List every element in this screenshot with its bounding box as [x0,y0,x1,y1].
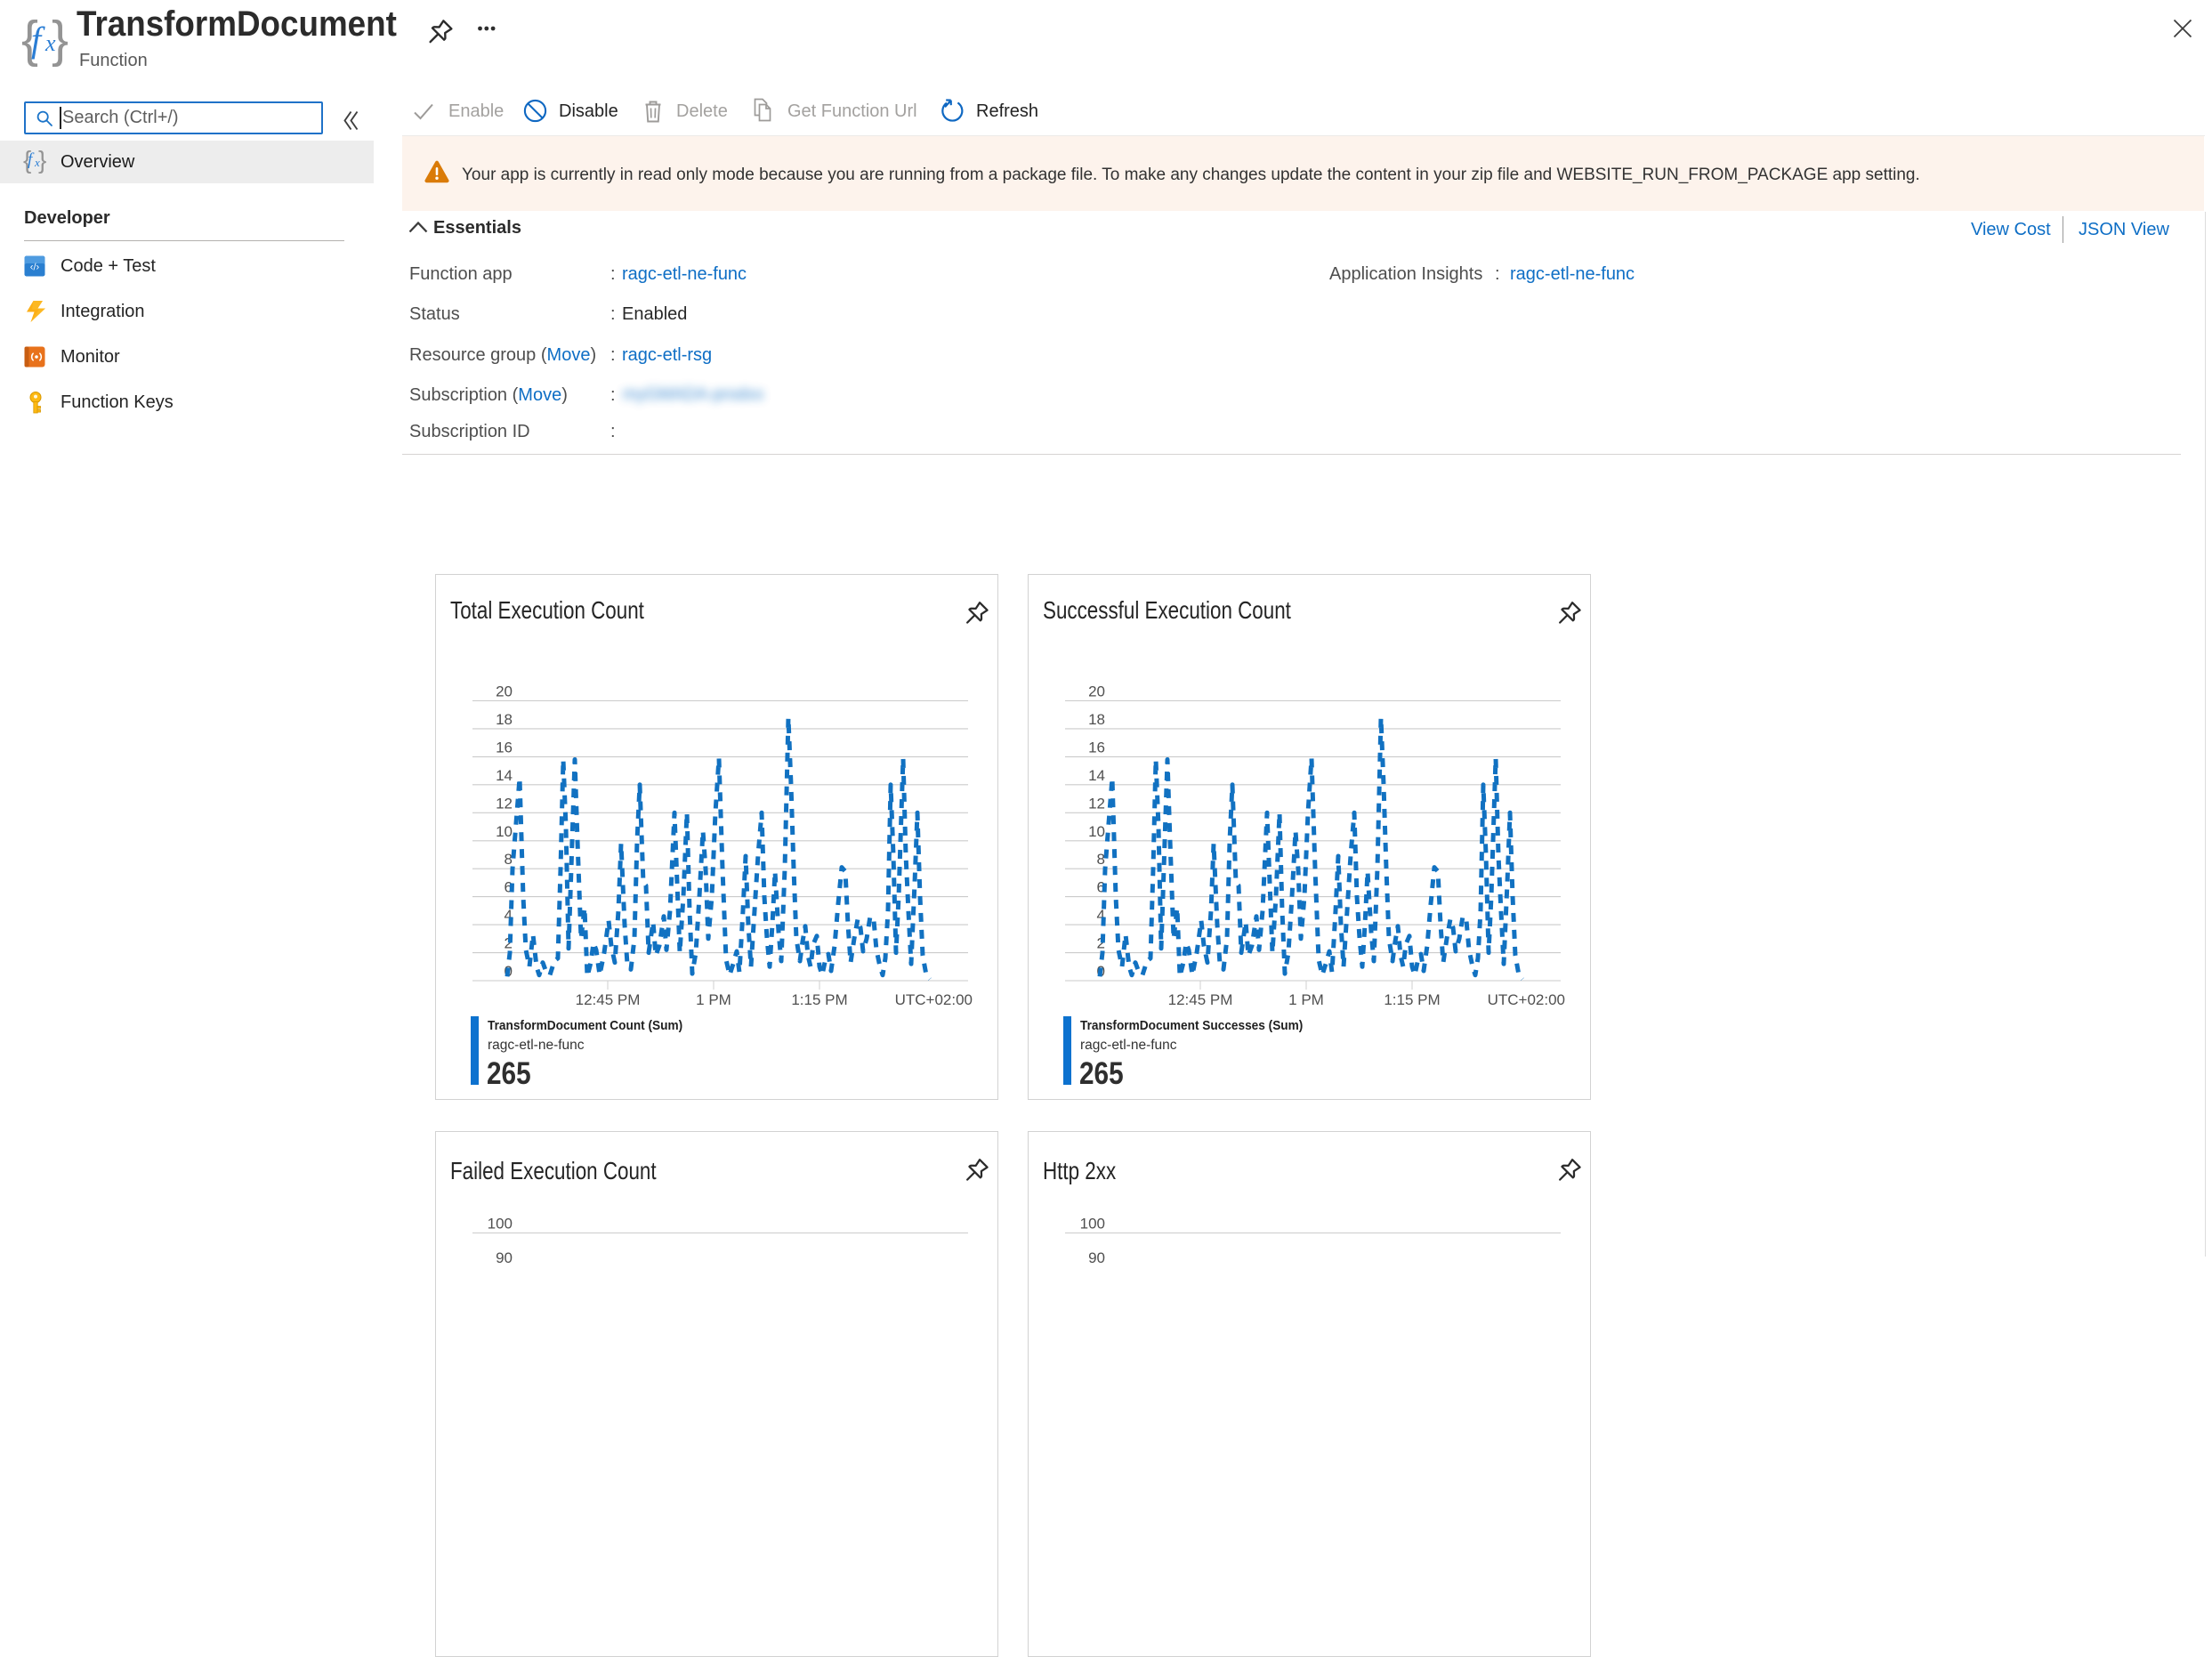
svg-text:1:15 PM: 1:15 PM [791,991,847,1008]
svg-text:1:15 PM: 1:15 PM [1384,991,1440,1008]
svg-text:12: 12 [1088,795,1105,812]
svg-text:UTC+02:00: UTC+02:00 [895,991,973,1008]
svg-text:16: 16 [496,739,513,756]
svg-text:1 PM: 1 PM [696,991,731,1008]
svg-text:‹/›: ‹/› [30,263,40,273]
svg-text:1 PM: 1 PM [1288,991,1324,1008]
svg-text:14: 14 [496,767,513,784]
svg-text:90: 90 [496,1249,513,1266]
svg-text:12: 12 [496,795,513,812]
svg-text:100: 100 [488,1216,513,1233]
svg-text:12:45 PM: 12:45 PM [576,991,641,1008]
svg-text:12:45 PM: 12:45 PM [1168,991,1233,1008]
svg-text:10: 10 [1088,823,1105,840]
svg-text:18: 18 [1088,711,1105,728]
svg-text:UTC+02:00: UTC+02:00 [1488,991,1565,1008]
svg-text:16: 16 [1088,739,1105,756]
svg-text:8: 8 [505,851,513,868]
svg-text:20: 20 [496,683,513,700]
svg-text:14: 14 [1088,767,1105,784]
svg-text:18: 18 [496,711,513,728]
svg-text:90: 90 [1088,1249,1105,1266]
svg-text:10: 10 [496,823,513,840]
svg-text:100: 100 [1080,1216,1105,1233]
svg-text:8: 8 [1097,851,1105,868]
svg-text:20: 20 [1088,683,1105,700]
